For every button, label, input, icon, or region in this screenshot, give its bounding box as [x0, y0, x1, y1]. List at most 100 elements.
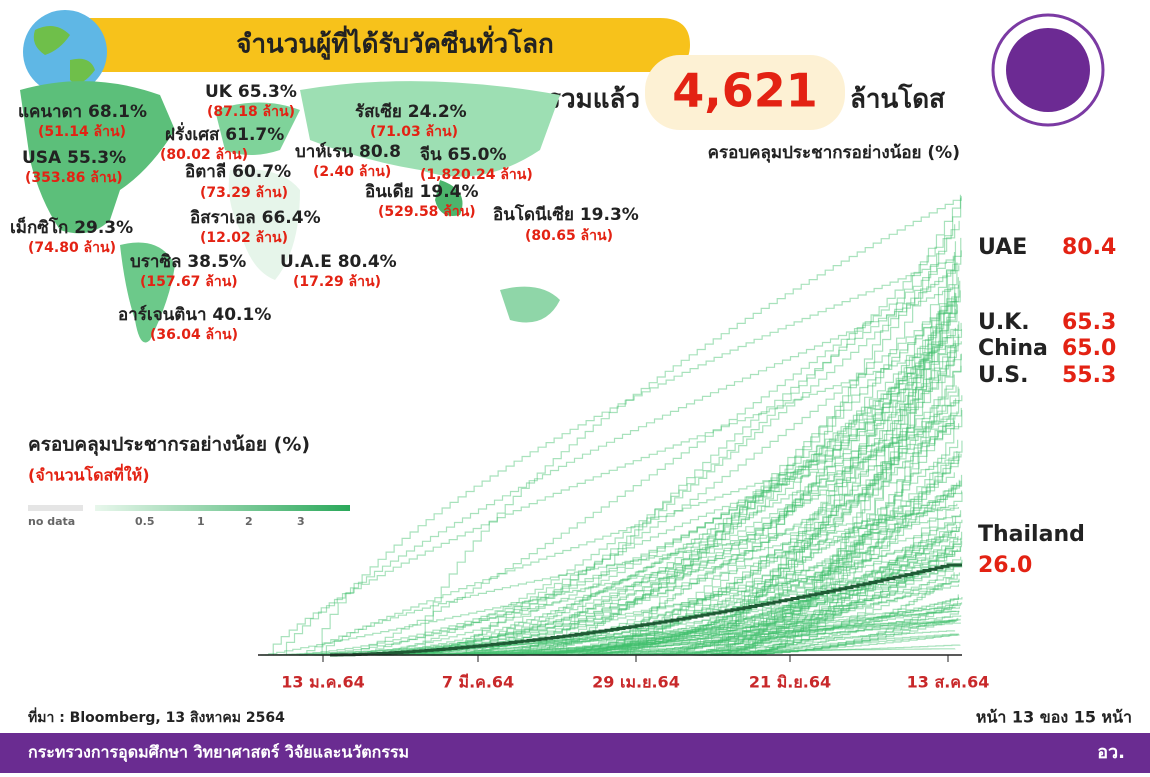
country-line [592, 510, 962, 656]
legend-subtitle: (จำนวนโดสที่ให้) [28, 464, 150, 485]
country-line [324, 385, 957, 656]
country-label: U.A.E 80.4% [280, 252, 397, 272]
legend-scale-label: no data [28, 515, 75, 528]
country-line [359, 514, 961, 656]
total-value: 4,621 [672, 64, 818, 118]
country-line [361, 545, 962, 656]
country-line [508, 482, 958, 656]
chart-title: ครอบคลุมประชากรอย่างน้อย (%) [708, 143, 960, 163]
country-line [298, 416, 956, 656]
country-line [747, 398, 957, 656]
country-line [703, 481, 961, 656]
country-line [721, 531, 963, 656]
legend-scale-label: 2 [245, 515, 253, 528]
ministry-abbr: อว. [1097, 742, 1125, 763]
country-line [424, 556, 962, 656]
country-line [570, 552, 956, 656]
country-line [603, 610, 957, 656]
country-label: อิสราเอล 66.4% [190, 208, 321, 228]
country-line [576, 290, 961, 656]
country-line [446, 386, 959, 656]
country-line [463, 572, 960, 656]
country-doses: (2.40 ล้าน) [313, 164, 391, 180]
country-line [385, 490, 963, 656]
x-tick-label: 7 มี.ค.64 [442, 673, 514, 692]
x-tick-label: 13 ส.ค.64 [907, 673, 990, 692]
country-doses: (74.80 ล้าน) [28, 240, 116, 256]
country-line [714, 252, 956, 656]
country-line [671, 388, 960, 656]
country-line [326, 321, 960, 656]
country-line [694, 634, 960, 656]
country-label: อินเดีย 19.4% [365, 181, 479, 202]
ministry: กระทรวงการอุดมศึกษา วิทยาศาสตร์ วิจัยและ… [28, 743, 409, 763]
country-line [458, 224, 956, 656]
country-line [739, 241, 957, 656]
country-label: ฝรั่งเศส 61.7% [165, 122, 284, 145]
country-line [260, 503, 958, 656]
country-line [298, 648, 956, 656]
country-line [345, 250, 962, 656]
country-line [696, 354, 962, 656]
country-doses: (1,820.24 ล้าน) [420, 167, 533, 183]
country-lines [260, 194, 963, 657]
country-doses: (80.02 ล้าน) [160, 147, 248, 163]
country-label: บราซิล 38.5% [130, 252, 246, 272]
country-label: อิตาลี 60.7% [185, 161, 291, 182]
country-line [321, 322, 962, 656]
country-line [713, 559, 963, 656]
country-line [619, 298, 957, 656]
country-line [554, 346, 956, 656]
globe-icon [23, 10, 107, 94]
country-line [734, 633, 959, 656]
country-doses: (36.04 ล้าน) [150, 327, 238, 343]
country-line [376, 615, 962, 656]
country-line [478, 596, 960, 656]
country-line [712, 237, 962, 656]
country-line [630, 453, 960, 656]
page-number: หน้า 13 ของ 15 หน้า [976, 708, 1132, 727]
country-line [466, 264, 956, 656]
country-line [717, 617, 959, 656]
country-line [542, 528, 960, 656]
country-line [722, 572, 955, 656]
country-line [531, 533, 957, 656]
country-doses: (529.58 ล้าน) [378, 204, 476, 220]
country-line [566, 334, 960, 656]
country-line [315, 620, 956, 656]
country-line [710, 324, 959, 656]
country-line [622, 423, 960, 656]
country-line [648, 537, 962, 656]
country-label: รัสเซีย 24.2% [355, 101, 467, 122]
country-line [273, 365, 962, 656]
country-line [477, 411, 958, 656]
legend-scale-label: 3 [297, 515, 305, 528]
legend-scale-label: 1 [197, 515, 205, 528]
country-line [576, 602, 961, 656]
highlight-value: 80.4 [1062, 235, 1116, 260]
country-line [426, 298, 955, 656]
country-line [336, 622, 961, 656]
country-line [265, 341, 962, 656]
country-line [520, 480, 962, 656]
country-line [278, 284, 960, 656]
country-line [471, 526, 960, 656]
country-line [483, 308, 956, 656]
x-tick-label: 13 ม.ค.64 [281, 673, 365, 692]
country-line [708, 310, 958, 656]
country-line [459, 340, 956, 656]
country-line [426, 472, 955, 656]
country-line [312, 618, 961, 656]
country-line [662, 277, 959, 656]
country-line [314, 257, 955, 656]
country-label: เม็กซิโก 29.3% [10, 215, 133, 238]
total-unit: ล้านโดส [850, 83, 945, 115]
country-line [693, 574, 958, 656]
highlight-name: U.K. [978, 310, 1030, 335]
country-doses: (353.86 ล้าน) [25, 170, 123, 186]
country-line [668, 346, 957, 656]
country-label: UK 65.3% [205, 82, 297, 102]
country-line [562, 630, 956, 656]
country-label: จีน 65.0% [420, 144, 507, 165]
